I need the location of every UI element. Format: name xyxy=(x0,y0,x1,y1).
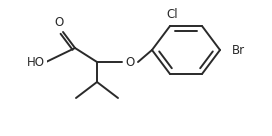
Text: HO: HO xyxy=(27,55,45,69)
Text: Cl: Cl xyxy=(166,7,178,21)
Text: Br: Br xyxy=(231,44,245,56)
Text: O: O xyxy=(54,16,64,30)
Text: O: O xyxy=(125,55,135,69)
